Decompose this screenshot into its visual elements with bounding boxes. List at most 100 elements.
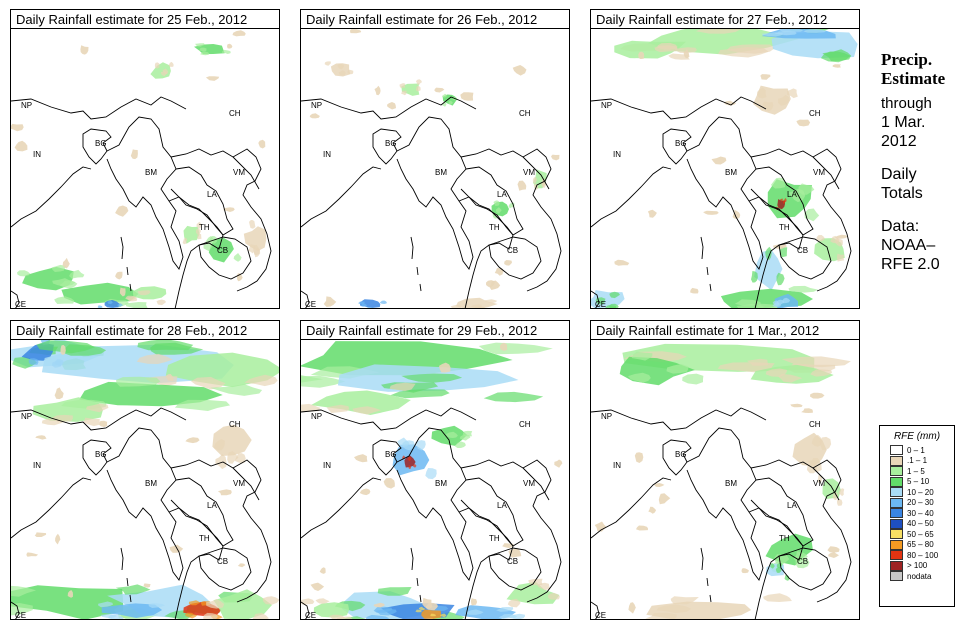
country-border bbox=[120, 236, 124, 260]
rain-area bbox=[666, 364, 689, 374]
rain-area bbox=[647, 209, 657, 218]
rain-area bbox=[763, 593, 792, 602]
rainfall-map-panel: Daily Rainfall estimate for 26 Feb., 201… bbox=[300, 9, 572, 311]
legend-label: 65 – 80 bbox=[907, 540, 934, 550]
legend-label: 50 – 65 bbox=[907, 529, 934, 539]
legend-item: 0 – 1 bbox=[890, 445, 954, 456]
rain-area bbox=[352, 406, 382, 415]
country-border bbox=[170, 459, 272, 603]
country-border bbox=[170, 477, 234, 547]
heading-estimate: Estimate bbox=[881, 69, 946, 88]
rain-area bbox=[54, 296, 75, 304]
country-label-vm: VM bbox=[813, 479, 825, 488]
rain-area bbox=[484, 299, 498, 304]
rain-area bbox=[116, 376, 161, 387]
legend-item: 50 – 65 bbox=[890, 529, 954, 540]
rain-area bbox=[442, 93, 447, 98]
country-label-vm: VM bbox=[233, 479, 245, 488]
rain-area bbox=[360, 303, 367, 307]
country-border bbox=[488, 547, 542, 591]
rain-area bbox=[493, 200, 500, 206]
rain-area bbox=[817, 475, 823, 483]
rain-area bbox=[143, 583, 151, 588]
country-border bbox=[396, 427, 474, 581]
country-label-in: IN bbox=[323, 461, 331, 470]
legend-swatch bbox=[890, 518, 903, 529]
rain-area bbox=[498, 614, 518, 619]
country-label-np: NP bbox=[311, 101, 322, 110]
rain-area bbox=[726, 44, 775, 54]
rain-area bbox=[165, 352, 279, 388]
country-border bbox=[419, 283, 422, 292]
rain-area bbox=[203, 612, 218, 619]
country-border bbox=[812, 467, 840, 501]
country-border bbox=[168, 507, 224, 619]
rain-area bbox=[634, 452, 644, 463]
rain-area bbox=[790, 403, 803, 408]
rain-area bbox=[150, 342, 204, 355]
legend-swatch bbox=[890, 529, 903, 540]
panel-title: Daily Rainfall estimate for 28 Feb., 201… bbox=[10, 320, 280, 340]
rain-area bbox=[810, 369, 832, 377]
country-label-ch: CH bbox=[229, 420, 241, 429]
rain-area bbox=[51, 264, 67, 272]
rain-area bbox=[415, 440, 426, 451]
country-border bbox=[301, 290, 310, 308]
rain-area bbox=[834, 234, 848, 239]
country-label-bm: BM bbox=[145, 168, 157, 177]
rain-area bbox=[377, 587, 412, 596]
rain-area bbox=[310, 582, 325, 591]
country-border bbox=[232, 156, 260, 190]
legend-title: RFE (mm) bbox=[893, 431, 941, 442]
rain-area bbox=[474, 306, 485, 308]
rain-area bbox=[478, 342, 553, 355]
rain-area bbox=[390, 389, 450, 399]
country-label-th: TH bbox=[779, 534, 790, 543]
rain-area bbox=[798, 183, 815, 195]
rain-area bbox=[234, 453, 246, 464]
rain-area bbox=[674, 47, 697, 53]
rain-area bbox=[243, 226, 267, 252]
country-border bbox=[748, 507, 804, 619]
country-border bbox=[700, 547, 704, 571]
legend-label: 5 – 10 bbox=[907, 477, 930, 487]
rain-area bbox=[17, 270, 31, 277]
country-label-np: NP bbox=[21, 101, 32, 110]
rain-area bbox=[605, 305, 617, 308]
rain-area bbox=[551, 154, 560, 161]
rain-area bbox=[35, 435, 47, 440]
rain-area bbox=[199, 47, 207, 52]
rain-area bbox=[101, 603, 163, 618]
panel-title: Daily Rainfall estimate for 27 Feb., 201… bbox=[590, 9, 860, 29]
rain-area bbox=[670, 596, 699, 605]
country-border bbox=[106, 427, 184, 581]
rain-area bbox=[504, 260, 512, 266]
country-border bbox=[11, 601, 20, 619]
country-label-th: TH bbox=[489, 534, 500, 543]
rain-area bbox=[807, 460, 821, 465]
legend-swatch bbox=[890, 466, 903, 477]
rain-area bbox=[350, 29, 362, 34]
rain-area bbox=[168, 61, 174, 67]
rain-area bbox=[732, 209, 741, 219]
rain-area bbox=[837, 253, 845, 262]
rain-area bbox=[648, 506, 657, 514]
rain-area bbox=[154, 62, 160, 69]
rain-area bbox=[781, 356, 851, 368]
rain-area bbox=[654, 483, 665, 487]
country-label-ch: CH bbox=[519, 109, 531, 118]
rain-area bbox=[213, 589, 272, 619]
rain-area bbox=[628, 372, 651, 383]
rain-area bbox=[389, 382, 416, 391]
rain-area bbox=[746, 358, 769, 366]
rain-area bbox=[80, 45, 89, 55]
rain-area bbox=[379, 300, 387, 304]
country-border bbox=[591, 477, 672, 539]
rain-area bbox=[760, 74, 771, 80]
legend-label: nodata bbox=[907, 571, 932, 581]
country-border bbox=[460, 166, 524, 236]
country-border bbox=[460, 459, 562, 603]
rain-area bbox=[383, 478, 395, 489]
country-border bbox=[120, 547, 124, 571]
rain-area bbox=[832, 64, 841, 68]
